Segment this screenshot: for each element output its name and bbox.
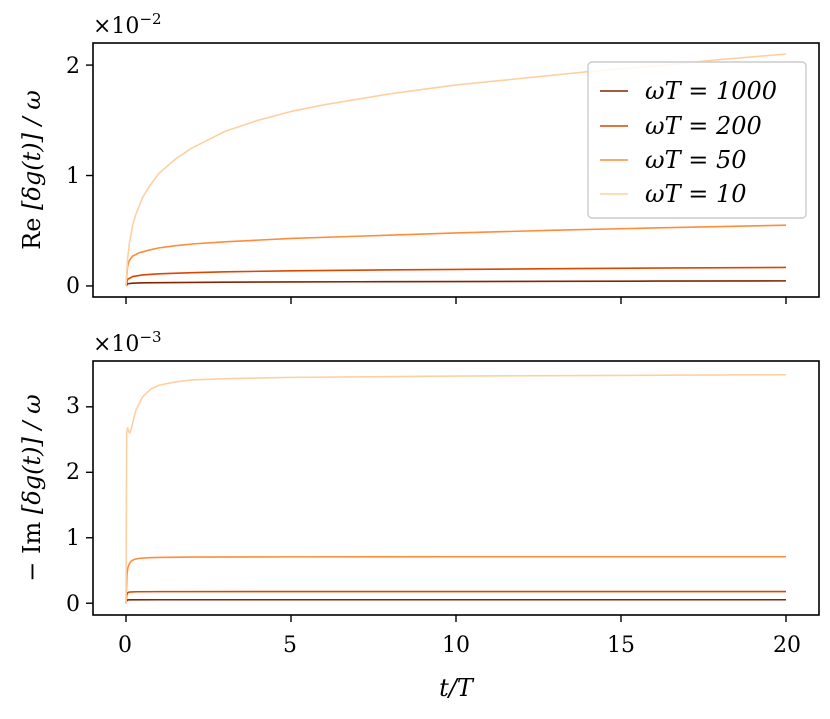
x-axis-label: t/T (439, 674, 475, 702)
bottom-scale-factor: ×10−3 (93, 328, 162, 357)
bottom-series-line-3 (125, 373, 787, 604)
top-scale-factor: ×10−2 (93, 10, 162, 39)
bottom-y-tick-label-3: 3 (66, 394, 80, 419)
top-series-line-2 (125, 224, 787, 287)
bottom-series-line-0 (125, 598, 786, 604)
x-tick-labels: 0 5 10 15 20 (118, 633, 801, 658)
top-series-line-3 (125, 53, 787, 287)
top-series-lines (125, 53, 787, 287)
bottom-series-lines (125, 373, 787, 604)
x-tick-label-0: 0 (118, 633, 132, 658)
bottom-axis-ticks (86, 406, 787, 622)
legend-entry: ωT = 10 (600, 180, 746, 208)
top-y-tick-label-0: 0 (66, 274, 80, 299)
bottom-series-line-1 (125, 590, 786, 604)
legend: ωT = 1000 ωT = 200 ωT = 50 ωT = 10 (587, 61, 807, 219)
top-y-tick-label-2: 2 (66, 54, 80, 79)
x-tick-label-10: 10 (442, 633, 470, 658)
x-tick-label-15: 15 (607, 633, 635, 658)
bottom-series-line-2 (125, 555, 786, 604)
bottom-plot-frame (92, 360, 820, 616)
legend-label: ωT = 1000 (645, 77, 777, 105)
top-y-axis-label: Re [δg(t)] / ω (18, 90, 46, 250)
top-panel: 0 1 2 ×10−2 Re [δg(t)] / ω ωT = 1000 ωT … (18, 10, 820, 304)
bottom-y-tick-label-1: 1 (66, 526, 80, 551)
legend-entry: ωT = 50 (600, 146, 746, 174)
top-axis-ticks (86, 64, 787, 304)
legend-label: ωT = 50 (645, 146, 746, 174)
bottom-y-axis-label: − Im [δg(t)] / ω (18, 394, 46, 581)
top-y-tick-labels: 0 1 2 (66, 54, 80, 299)
legend-box (587, 61, 807, 219)
bottom-y-tick-label-0: 0 (66, 592, 80, 617)
top-series-line-0 (125, 280, 787, 287)
bottom-panel: 0 1 2 3 0 5 10 15 20 ×10−3 − Im [δg(t)] … (18, 328, 820, 702)
legend-entry: ωT = 1000 (600, 77, 777, 105)
legend-entry: ωT = 200 (600, 112, 762, 140)
top-y-tick-label-1: 1 (66, 164, 80, 189)
x-tick-label-20: 20 (773, 633, 801, 658)
bottom-y-tick-label-2: 2 (66, 460, 80, 485)
bottom-y-tick-labels: 0 1 2 3 (66, 394, 80, 617)
x-tick-label-5: 5 (283, 633, 297, 658)
top-series-line-1 (125, 266, 787, 287)
top-plot-frame (92, 42, 820, 298)
legend-label: ωT = 10 (645, 180, 746, 208)
legend-label: ωT = 200 (645, 112, 762, 140)
